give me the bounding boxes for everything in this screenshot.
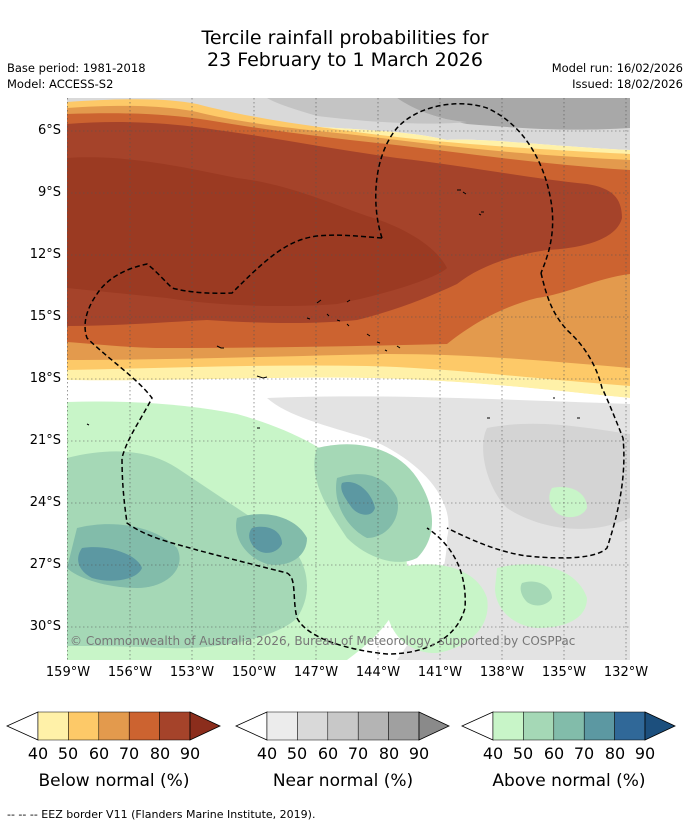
colorbar-swatch bbox=[492, 711, 524, 741]
colorbar-extend-low bbox=[235, 711, 268, 741]
map-title-line2: 23 February to 1 March 2026 bbox=[206, 49, 483, 71]
lon-label: 156°W bbox=[107, 665, 153, 680]
colorbar-swatch bbox=[98, 711, 130, 741]
probability-map: © Commonwealth of Australia 2026, Bureau… bbox=[67, 98, 630, 660]
lon-label: 141°W bbox=[417, 665, 463, 680]
colorbar-tick: 90 bbox=[179, 744, 201, 763]
model-run: Model run: 16/02/2026 bbox=[551, 61, 683, 75]
lon-label: 138°W bbox=[479, 665, 525, 680]
eez-border bbox=[375, 103, 554, 274]
colorbar-title-above: Above normal (%) bbox=[492, 771, 646, 791]
islands bbox=[86, 189, 580, 429]
issued-date: Issued: 18/02/2026 bbox=[572, 77, 683, 91]
colorbar-tick: 40 bbox=[27, 744, 49, 763]
colorbar-tick: 60 bbox=[88, 744, 110, 763]
graticule bbox=[67, 98, 630, 660]
lon-label: 132°W bbox=[603, 665, 649, 680]
near-normal-zone bbox=[397, 98, 630, 130]
model-name: Model: ACCESS-S2 bbox=[7, 77, 114, 91]
colorbar-swatch bbox=[297, 711, 329, 741]
colorbar-swatch bbox=[523, 711, 555, 741]
above-normal-zone bbox=[549, 487, 587, 518]
colorbar-tick: 70 bbox=[118, 744, 140, 763]
lat-label: 9°S bbox=[37, 185, 61, 200]
lat-label: 15°S bbox=[29, 309, 61, 324]
colorbar-swatch bbox=[128, 711, 160, 741]
colorbar-tick: 80 bbox=[149, 744, 171, 763]
colorbar-tick: 50 bbox=[512, 744, 534, 763]
lon-label: 147°W bbox=[293, 665, 339, 680]
above-normal-zone bbox=[67, 451, 307, 649]
copyright-notice: © Commonwealth of Australia 2026, Bureau… bbox=[70, 634, 575, 648]
colorbar-title-below: Below normal (%) bbox=[38, 771, 190, 791]
colorbar-swatch bbox=[614, 711, 646, 741]
lat-label: 24°S bbox=[29, 495, 61, 510]
colorbar-extend-high bbox=[418, 711, 450, 741]
colorbar-swatch bbox=[68, 711, 100, 741]
colorbar-tick: 70 bbox=[573, 744, 595, 763]
lat-label: 30°S bbox=[29, 619, 61, 634]
lon-label: 159°W bbox=[45, 665, 91, 680]
map-title-line1: Tercile rainfall probabilities for bbox=[201, 27, 489, 49]
lon-label: 135°W bbox=[541, 665, 587, 680]
colorbar-tick: 50 bbox=[286, 744, 308, 763]
colorbar-extend-low bbox=[461, 711, 494, 741]
colorbar-swatch bbox=[266, 711, 298, 741]
base-period: Base period: 1981-2018 bbox=[7, 61, 146, 75]
eez-border bbox=[84, 234, 466, 655]
lat-label: 18°S bbox=[29, 371, 61, 386]
colorbar-swatch bbox=[327, 711, 359, 741]
above-normal-zone bbox=[249, 526, 282, 553]
colorbar-tick: 60 bbox=[317, 744, 339, 763]
colorbar-swatch bbox=[37, 711, 69, 741]
above-normal-zone bbox=[386, 564, 488, 654]
above-normal-zone bbox=[78, 547, 142, 581]
island-outlines bbox=[86, 189, 580, 429]
lon-label: 144°W bbox=[355, 665, 401, 680]
eez-border bbox=[446, 272, 625, 559]
lon-label: 150°W bbox=[231, 665, 277, 680]
colorbar-tick: 50 bbox=[57, 744, 79, 763]
colorbar-below-normal bbox=[6, 711, 221, 741]
lat-label: 21°S bbox=[29, 433, 61, 448]
colorbar-tick: 60 bbox=[543, 744, 565, 763]
lon-label: 153°W bbox=[169, 665, 215, 680]
colorbar-swatch bbox=[159, 711, 191, 741]
colorbar-tick: 80 bbox=[378, 744, 400, 763]
lat-label: 12°S bbox=[29, 247, 61, 262]
colorbar-tick: 70 bbox=[347, 744, 369, 763]
near-normal-zone bbox=[483, 423, 630, 529]
below-normal-zone bbox=[67, 157, 447, 306]
above-normal-zone bbox=[341, 482, 375, 515]
eez-legend-footer: -- -- -- EEZ border V11 (Flanders Marine… bbox=[7, 808, 316, 821]
colorbar-extend-high bbox=[189, 711, 221, 741]
eez-borders bbox=[84, 103, 625, 655]
colorbar-swatch bbox=[583, 711, 615, 741]
colorbar-near-normal bbox=[235, 711, 450, 741]
colorbar-extend-high bbox=[644, 711, 676, 741]
colorbar-swatch bbox=[553, 711, 585, 741]
colorbars bbox=[6, 711, 676, 741]
meta-right: Model run: 16/02/2026 Issued: 18/02/2026 bbox=[552, 60, 683, 92]
colorbar-above-normal bbox=[461, 711, 676, 741]
colorbar-swatch bbox=[357, 711, 389, 741]
colorbar-swatch bbox=[388, 711, 420, 741]
colorbar-tick: 40 bbox=[482, 744, 504, 763]
colorbar-tick: 90 bbox=[408, 744, 430, 763]
lat-label: 27°S bbox=[29, 557, 61, 572]
colorbar-title-near: Near normal (%) bbox=[272, 771, 414, 791]
above-normal-zone bbox=[520, 581, 552, 606]
colorbar-tick: 90 bbox=[634, 744, 656, 763]
colorbar-extend-low bbox=[6, 711, 39, 741]
colorbar-tick: 80 bbox=[604, 744, 626, 763]
colorbar-tick: 40 bbox=[256, 744, 278, 763]
near-normal-zone bbox=[267, 98, 467, 124]
meta-left: Base period: 1981-2018 Model: ACCESS-S2 bbox=[7, 60, 146, 92]
lat-label: 6°S bbox=[37, 123, 61, 138]
